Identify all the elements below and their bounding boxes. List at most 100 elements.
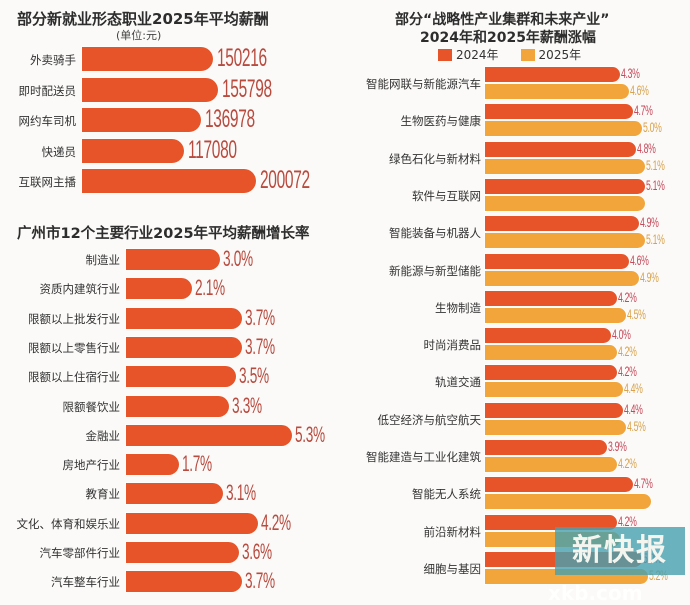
legend-label-2025: 2025年 [538, 48, 582, 62]
bar-2025 [485, 233, 646, 249]
value-label: 3.1% [226, 480, 256, 506]
bar-2025 [485, 121, 642, 137]
bar-2025 [485, 158, 646, 174]
bar-2024 [485, 253, 630, 269]
category-label: 生物医药与健康 [400, 114, 482, 129]
value-label-2025: 4.6% [630, 82, 649, 98]
value-label: 3.7% [244, 333, 275, 359]
value-label: 3.3% [232, 392, 263, 418]
bar [126, 336, 242, 358]
value-label-2025: 4.4% [624, 380, 643, 397]
category-label: 限额以上批发行业 [28, 311, 120, 326]
bar-2024 [485, 365, 617, 381]
category-label: 智能建造与工业化建筑 [366, 450, 481, 464]
bar [126, 307, 242, 329]
chart1-unit: (单位:元) [116, 29, 162, 42]
category-label: 金融业 [85, 428, 121, 443]
bar [126, 571, 242, 593]
legend-swatch-2025 [520, 48, 535, 61]
category-label: 新能源与新型储能 [389, 263, 481, 278]
category-label: 房地产行业 [62, 458, 121, 473]
bar [126, 542, 239, 563]
bar [82, 169, 257, 193]
bar-2025 [485, 195, 646, 211]
bar [126, 424, 293, 446]
category-label: 低空经济与航空航天 [377, 412, 482, 427]
chart3-legend: 2024年 2025年 [438, 46, 581, 63]
value-label: 3.7% [244, 568, 275, 594]
value-label-2024: 3.9% [608, 438, 627, 454]
chart2-title: 广州市12个主要行业2025年平均薪酬增长率 [17, 226, 310, 242]
category-label: 汽车零部件行业 [39, 546, 121, 560]
category-label: 外卖骑手 [30, 53, 76, 67]
category-label: 限额餐饮业 [62, 399, 121, 414]
value-label-2025: 5.1% [646, 156, 665, 173]
bar-2025 [485, 345, 617, 361]
bar-2024 [485, 402, 624, 418]
value-label-2025: 5.1% [646, 231, 665, 248]
value-label-2025: 5.0% [642, 119, 662, 136]
bar [82, 108, 202, 132]
watermark-logo: 新快报 [555, 527, 685, 575]
bar-2024 [485, 514, 617, 530]
category-label: 制造业 [85, 253, 121, 267]
value-label-2025: 4.2% [617, 343, 637, 360]
bar-2024 [485, 440, 608, 455]
bar [126, 512, 258, 534]
bar-2024 [485, 141, 636, 157]
value-label-2024: 4.4% [624, 400, 643, 417]
legend-label-2024: 2024年 [456, 48, 499, 62]
value-label-2024: 5.1% [646, 176, 665, 193]
category-label: 细胞与基因 [423, 561, 482, 576]
value-label: 3.5% [238, 363, 269, 389]
value-label-2025: 4.9% [639, 268, 659, 285]
value-label: 136978 [205, 105, 256, 133]
watermark-url: xkb.com [548, 581, 643, 605]
value-label-2025: 4.5% [627, 417, 646, 434]
value-label-2024: 4.8% [636, 139, 656, 156]
bar-2025 [485, 270, 639, 286]
bar-2024 [485, 178, 646, 194]
value-label-2024: 4.2% [617, 512, 637, 529]
bar [126, 249, 220, 270]
value-label: 150216 [217, 44, 267, 72]
category-label: 即时配送员 [18, 83, 77, 98]
bar [126, 483, 224, 505]
bar-2025 [485, 457, 617, 472]
bar-2024 [485, 67, 620, 82]
value-label-2024: 4.2% [617, 288, 637, 305]
bar [82, 47, 213, 71]
value-label-2024: 4.2% [617, 363, 637, 380]
value-label-2025: 4.2% [617, 455, 637, 471]
value-label: 155798 [221, 74, 272, 103]
chart3-title-line2: 2024年和2025年薪酬涨幅 [420, 30, 596, 46]
category-label: 智能网联与新能源汽车 [366, 77, 481, 91]
value-label: 3.7% [244, 304, 275, 330]
value-label: 1.7% [182, 451, 213, 477]
category-label: 资质内建筑行业 [39, 282, 121, 297]
value-label-2024: 4.7% [633, 475, 653, 492]
bar-2025 [485, 307, 627, 323]
value-label-2024: 4.0% [611, 326, 631, 343]
category-label: 前沿新材料 [423, 524, 482, 539]
category-label: 文化、体育和娱乐业 [16, 516, 121, 531]
bar-2025 [485, 419, 627, 435]
bar-2024 [485, 216, 639, 232]
category-label: 互联网主播 [18, 175, 77, 189]
category-label: 智能装备与机器人 [389, 226, 481, 241]
category-label: 网约车司机 [18, 114, 77, 128]
category-label: 绿色石化与新材料 [389, 151, 481, 166]
category-label: 快递员 [41, 144, 77, 159]
category-label: 限额以上住宿行业 [28, 370, 120, 385]
bar-2024 [485, 290, 617, 306]
legend-swatch-2024 [438, 48, 452, 61]
bar [126, 395, 230, 417]
bar-2024 [485, 328, 611, 344]
value-label: 3.0% [223, 246, 253, 271]
value-label-2025: 4.5% [627, 305, 646, 322]
bar [82, 138, 185, 163]
category-label: 软件与互联网 [412, 188, 481, 203]
bar-2024 [485, 477, 633, 493]
bar [126, 454, 180, 476]
value-label-2024: 4.9% [639, 214, 659, 231]
